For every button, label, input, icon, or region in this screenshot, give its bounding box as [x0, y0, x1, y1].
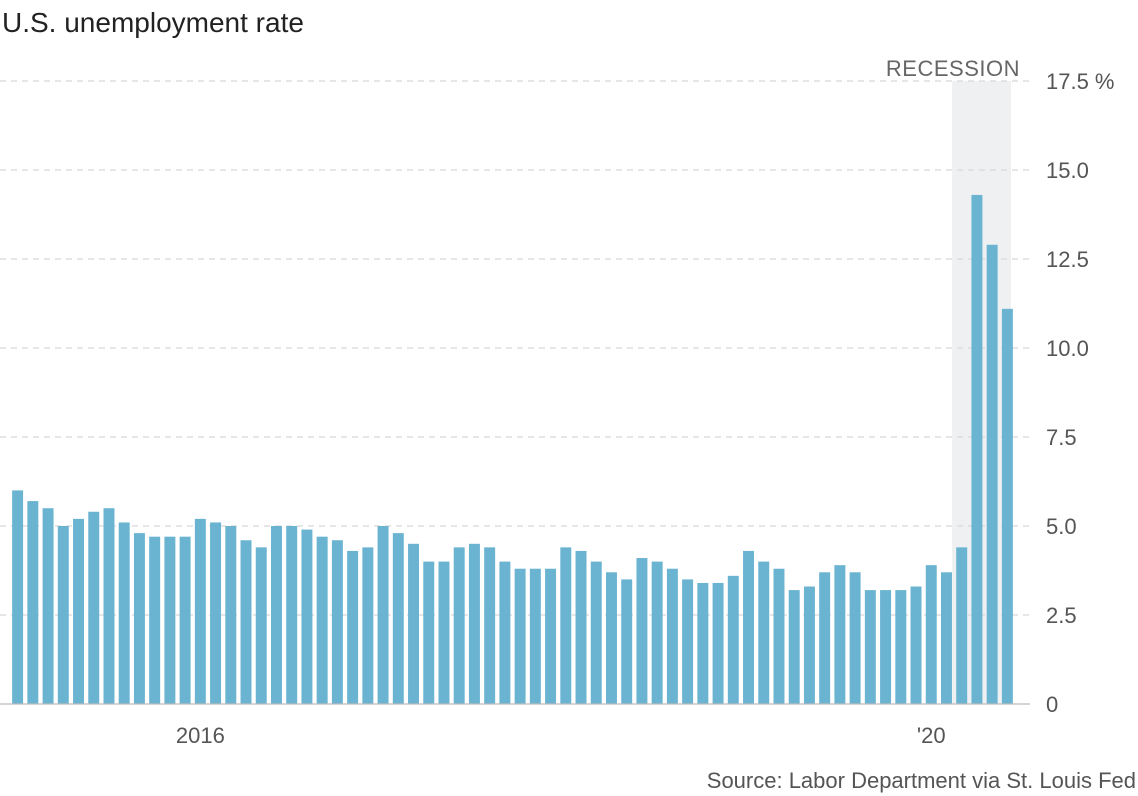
- bar: [468, 543, 480, 704]
- bar: [590, 561, 602, 704]
- bar: [331, 540, 343, 704]
- bar: [88, 511, 100, 704]
- bar: [560, 547, 572, 704]
- gridlines: [0, 80, 1030, 616]
- bar: [286, 526, 298, 704]
- bar: [545, 568, 557, 704]
- bar: [42, 508, 54, 704]
- bar: [73, 518, 85, 704]
- bar: [986, 244, 998, 704]
- bar: [484, 547, 496, 704]
- bar: [697, 582, 709, 704]
- bar: [133, 533, 145, 704]
- y-tick-label: 7.5: [1046, 425, 1077, 450]
- y-tick-label: 10.0: [1046, 336, 1089, 361]
- bar: [803, 586, 815, 704]
- bar: [499, 561, 511, 704]
- bar: [575, 550, 587, 704]
- bar: [971, 194, 983, 705]
- bar: [12, 490, 24, 704]
- bar: [255, 547, 267, 704]
- chart-title: U.S. unemployment rate: [2, 7, 304, 38]
- y-tick-label: 5.0: [1046, 514, 1077, 539]
- bar: [438, 561, 450, 704]
- bar: [118, 522, 130, 704]
- y-tick-label: 2.5: [1046, 603, 1077, 628]
- bar: [453, 547, 465, 704]
- x-tick-label: 2016: [176, 723, 225, 748]
- bar: [225, 526, 237, 704]
- bar: [408, 543, 420, 704]
- bar: [210, 522, 222, 704]
- bar: [940, 572, 952, 704]
- bar: [57, 526, 69, 704]
- bar: [27, 501, 39, 704]
- bar: [880, 590, 892, 704]
- bar: [392, 533, 404, 704]
- bar: [666, 568, 678, 704]
- bar: [362, 547, 374, 704]
- bar: [956, 547, 968, 704]
- bar: [636, 558, 648, 704]
- bar: [529, 568, 541, 704]
- y-axis-ticks: 0 2.5 5.0 7.5 10.0 12.5 15.0 17.5 %: [1046, 69, 1115, 717]
- bar: [910, 586, 922, 704]
- bar: [149, 536, 161, 704]
- bar: [834, 565, 846, 704]
- bar: [103, 508, 115, 704]
- x-tick-label: '20: [917, 723, 946, 748]
- bar: [819, 572, 831, 704]
- bar: [605, 572, 617, 704]
- bar: [270, 526, 282, 704]
- bar: [240, 540, 252, 704]
- bar: [712, 582, 724, 704]
- bar: [758, 561, 770, 704]
- bar: [743, 550, 755, 704]
- bar: [194, 518, 206, 704]
- bar: [301, 529, 313, 704]
- recession-label: RECESSION: [886, 56, 1020, 81]
- bar: [895, 590, 907, 704]
- bar: [788, 590, 800, 704]
- y-tick-label: 0: [1046, 692, 1058, 717]
- bar: [514, 568, 526, 704]
- bar: [621, 579, 633, 704]
- bar: [423, 561, 435, 704]
- y-tick-label: 17.5 %: [1046, 69, 1115, 94]
- y-tick-label: 15.0: [1046, 158, 1089, 183]
- bar: [316, 536, 328, 704]
- bar: [849, 572, 861, 704]
- bar: [727, 575, 739, 704]
- bar: [682, 579, 694, 704]
- bar: [864, 590, 876, 704]
- bar: [1001, 308, 1013, 704]
- bar: [347, 550, 359, 704]
- bar: [925, 565, 937, 704]
- bar: [773, 568, 785, 704]
- bar: [377, 526, 389, 704]
- bar: [164, 536, 176, 704]
- bar: [651, 561, 663, 704]
- y-tick-label: 12.5: [1046, 247, 1089, 272]
- bar: [179, 536, 191, 704]
- source-note: Source: Labor Department via St. Louis F…: [707, 768, 1136, 793]
- x-axis-ticks: 2016 '20: [176, 723, 946, 748]
- bars: [12, 194, 1013, 705]
